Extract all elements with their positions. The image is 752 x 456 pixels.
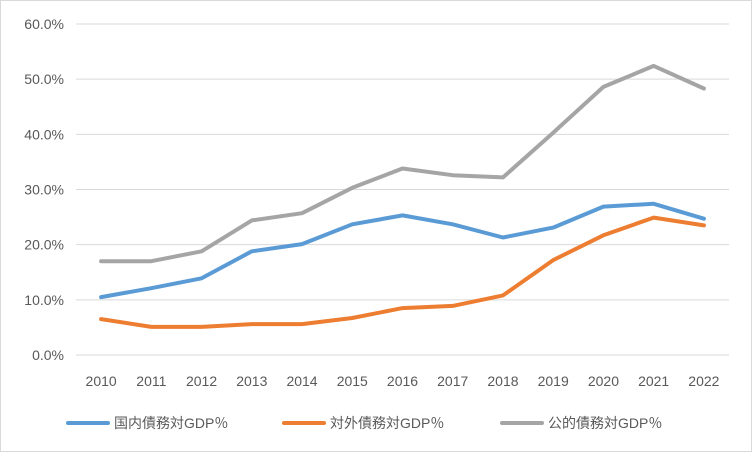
series-line-2 (99, 215, 706, 329)
y-tick-label: 0.0% (32, 347, 64, 363)
series-lines (99, 63, 706, 329)
legend-label-2: 対外債務対GDP％ (330, 415, 444, 431)
legend-label-1: 国内債務対GDP％ (114, 415, 228, 431)
x-tick-label: 2022 (688, 373, 719, 389)
y-tick-label: 50.0% (24, 71, 64, 87)
y-tick-label: 40.0% (24, 126, 64, 142)
legend-label-3: 公的債務対GDP％ (548, 415, 662, 431)
gridlines (76, 23, 729, 356)
x-tick-label: 2016 (387, 373, 418, 389)
legend: 国内債務対GDP％ 対外債務対GDP％ 公的債務対GDP％ (66, 415, 662, 431)
y-tick-label: 20.0% (24, 237, 64, 253)
x-tick-label: 2012 (186, 373, 217, 389)
x-tick-label: 2015 (337, 373, 368, 389)
x-tick-label: 2010 (86, 373, 117, 389)
x-axis-ticks: 2010 2011 2012 2013 2014 2015 2016 2017 2018 2019… (86, 373, 720, 389)
y-axis-ticks: 0.0% 10.0% 20.0% 30.0% 40.0% 50.0% 60.0% (24, 16, 64, 363)
series-line-3 (99, 63, 706, 264)
x-tick-label: 2019 (538, 373, 569, 389)
y-tick-label: 10.0% (24, 292, 64, 308)
x-tick-label: 2018 (487, 373, 518, 389)
x-tick-label: 2020 (588, 373, 619, 389)
x-tick-label: 2021 (638, 373, 669, 389)
x-tick-label: 2017 (437, 373, 468, 389)
y-tick-label: 30.0% (24, 182, 64, 198)
x-tick-label: 2011 (136, 373, 166, 389)
y-tick-label: 60.0% (24, 16, 64, 32)
x-tick-label: 2013 (236, 373, 267, 389)
series-line-1 (99, 201, 706, 300)
x-tick-label: 2014 (286, 373, 317, 389)
